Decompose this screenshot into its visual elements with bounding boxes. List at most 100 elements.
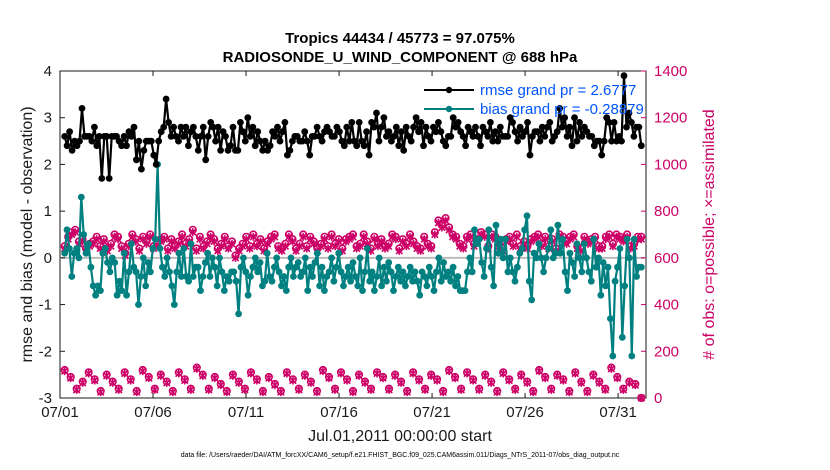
- bias-point: [409, 277, 416, 285]
- bias-point: [528, 296, 536, 304]
- bias-point: [311, 259, 319, 266]
- obs_assimilated-marker: [349, 232, 357, 241]
- obs_low_assimilated-marker: [295, 385, 303, 394]
- obs_assimilated-marker: [71, 228, 80, 237]
- obs_low_assimilated-marker: [607, 364, 616, 373]
- obs_assimilated-marker: [420, 235, 428, 244]
- bias-point: [468, 268, 476, 276]
- bias-point: [595, 254, 602, 262]
- bias-point: [485, 226, 493, 234]
- bias-point: [180, 245, 188, 252]
- bias-point: [525, 277, 533, 285]
- rmse-point: [553, 128, 561, 136]
- obs_assimilated-marker: [441, 216, 450, 225]
- rmse-point: [147, 137, 155, 145]
- obs_assimilated-marker: [438, 223, 446, 232]
- obs_low_assimilated-marker: [517, 371, 525, 380]
- bias-point: [213, 282, 221, 290]
- obs_low_assimilated-marker: [523, 378, 531, 387]
- bias-point: [106, 268, 114, 276]
- obs_assimilated-marker: [616, 235, 624, 244]
- obs_assimilated-marker: [189, 228, 197, 237]
- bias-point: [225, 277, 233, 285]
- rmse-point: [415, 128, 422, 136]
- bias-point: [444, 268, 452, 276]
- bias-point: [399, 268, 407, 276]
- bias-point: [201, 259, 209, 266]
- bias-point: [499, 254, 507, 262]
- obs_assimilated-marker: [68, 230, 76, 239]
- bias-point: [137, 273, 145, 280]
- bias-point: [585, 268, 593, 276]
- bias-point: [402, 282, 409, 290]
- bias-point: [490, 282, 497, 290]
- rmse-point: [152, 161, 160, 168]
- obs_low_assimilated-marker: [229, 371, 237, 380]
- rmse-point: [301, 128, 309, 136]
- bias-point: [413, 277, 421, 285]
- obs_low_assimilated-marker: [217, 381, 225, 390]
- rmse-point: [128, 133, 135, 140]
- bias-point: [576, 254, 583, 262]
- bias-point: [337, 268, 345, 276]
- rmse-point: [422, 123, 430, 131]
- obs_assimilated-marker: [167, 237, 176, 246]
- obs_assimilated-marker: [416, 246, 425, 255]
- obs_assimilated-marker: [217, 242, 226, 251]
- bias-point: [268, 277, 276, 285]
- rmse-point: [63, 142, 71, 150]
- rmse-point: [378, 123, 385, 131]
- bias-point: [304, 287, 312, 294]
- bias-point: [199, 273, 207, 280]
- obs_low_assimilated-marker: [481, 371, 489, 380]
- obs_low_assimilated-marker: [343, 376, 351, 385]
- bias-point: [397, 277, 405, 285]
- obs_low_assimilated-marker: [625, 378, 634, 387]
- rmse-point: [66, 128, 73, 136]
- rmse-point: [392, 123, 400, 131]
- bias-point: [135, 301, 142, 308]
- obs_assimilated-marker: [295, 242, 304, 251]
- bias-point: [428, 273, 435, 280]
- bias-point: [366, 277, 374, 285]
- bias-point: [235, 310, 243, 318]
- bias-point: [116, 277, 123, 285]
- obs_low_assimilated-marker: [535, 367, 543, 376]
- obs_assimilated-marker: [413, 244, 421, 253]
- obs_assimilated-marker: [463, 235, 471, 244]
- legend-bias-label: bias grand pr = -0.28879: [480, 101, 644, 118]
- obs_assimilated-marker: [221, 235, 229, 244]
- obs_low_assimilated-marker: [487, 378, 495, 387]
- y-axis-label: rmse and bias (model - observation): [19, 106, 36, 362]
- rmse-point: [474, 133, 482, 140]
- bias-point: [449, 263, 457, 271]
- obs_low_assimilated-marker: [307, 378, 315, 387]
- bias-point: [285, 263, 293, 271]
- obs_low_assimilated-marker: [66, 374, 75, 383]
- rmse-point: [395, 142, 403, 150]
- bias-point: [77, 193, 85, 201]
- bias-point: [211, 263, 219, 271]
- obs_low_assimilated-marker: [235, 378, 243, 387]
- bias-point: [471, 226, 478, 234]
- obs_assimilated-marker: [249, 232, 258, 241]
- y2-tick-label: 400: [654, 297, 679, 314]
- rmse-point: [256, 137, 264, 145]
- rmse-point: [331, 133, 338, 140]
- bias-point: [282, 287, 290, 294]
- rmse-point: [435, 119, 442, 126]
- bias-point: [89, 282, 97, 290]
- obs_assimilated-marker: [456, 242, 464, 251]
- rmse-point: [150, 151, 158, 159]
- legend: rmse grand pr = 2.6777 bias grand pr = -…: [424, 82, 644, 118]
- bias-point: [187, 240, 195, 248]
- rmse-point: [209, 123, 217, 131]
- obs_assimilated-marker: [509, 242, 517, 251]
- bias-point: [273, 254, 281, 262]
- obs_assimilated-marker: [356, 242, 364, 251]
- bias-point: [85, 240, 92, 248]
- obs_low_assimilated-marker: [355, 371, 363, 380]
- rmse-point: [199, 123, 207, 131]
- bias-point: [111, 259, 119, 266]
- bias-point: [287, 254, 295, 262]
